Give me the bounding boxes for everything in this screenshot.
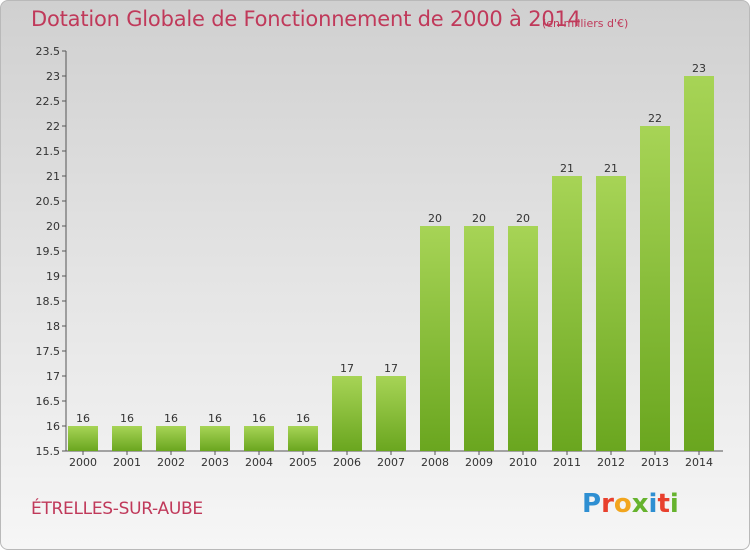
bar-value-label: 16: [76, 412, 90, 425]
bar-value-label: 23: [692, 62, 706, 75]
y-tick-label: 20: [46, 220, 60, 233]
y-tick-label: 21: [46, 170, 60, 183]
bar-value-label: 20: [428, 212, 442, 225]
y-tick-label: 17: [46, 370, 60, 383]
bar-value-label: 17: [340, 362, 354, 375]
y-tick-label: 18.5: [36, 295, 61, 308]
y-tick-label: 16.5: [36, 395, 61, 408]
x-tick-label: 2013: [641, 456, 669, 469]
x-tick-label: 2008: [421, 456, 449, 469]
x-tick-label: 2003: [201, 456, 229, 469]
y-tick-label: 17.5: [36, 345, 61, 358]
x-tick-label: 2004: [245, 456, 273, 469]
bar: [552, 176, 582, 451]
bar-value-label: 20: [516, 212, 530, 225]
y-tick-label: 20.5: [36, 195, 61, 208]
x-tick-label: 2009: [465, 456, 493, 469]
bar: [156, 426, 186, 451]
y-tick-label: 15.5: [36, 445, 61, 458]
bar-value-label: 21: [560, 162, 574, 175]
proxiti-logo[interactable]: Proxiti: [582, 489, 679, 519]
bar: [68, 426, 98, 451]
bar: [464, 226, 494, 451]
y-tick-label: 19: [46, 270, 60, 283]
bar: [684, 76, 714, 451]
y-tick-label: 21.5: [36, 145, 61, 158]
bar-value-label: 16: [296, 412, 310, 425]
y-tick-label: 22.5: [36, 95, 61, 108]
y-tick-label: 16: [46, 420, 60, 433]
bar-value-label: 16: [252, 412, 266, 425]
chart-labels: 16 2000 16 2001 16 2002 16 2003 16 2004 16 2005 17 20…: [69, 62, 713, 469]
bar: [200, 426, 230, 451]
bar-value-label: 16: [208, 412, 222, 425]
x-tick-label: 2014: [685, 456, 713, 469]
chart-bars: [68, 76, 714, 451]
x-tick-label: 2000: [69, 456, 97, 469]
y-tick-label: 19.5: [36, 245, 61, 258]
bar-value-label: 16: [164, 412, 178, 425]
y-tick-label: 23: [46, 70, 60, 83]
bar: [376, 376, 406, 451]
bar: [508, 226, 538, 451]
x-tick-label: 2010: [509, 456, 537, 469]
bar: [244, 426, 274, 451]
commune-name: ÉTRELLES-SUR-AUBE: [31, 499, 203, 519]
bar-value-label: 22: [648, 112, 662, 125]
bar: [640, 126, 670, 451]
chart-subtitle: (en milliers d'€): [542, 17, 629, 30]
bar: [420, 226, 450, 451]
bar: [288, 426, 318, 451]
bar-value-label: 20: [472, 212, 486, 225]
bar-value-label: 17: [384, 362, 398, 375]
bar: [112, 426, 142, 451]
bar: [596, 176, 626, 451]
x-tick-label: 2002: [157, 456, 185, 469]
x-tick-label: 2011: [553, 456, 581, 469]
y-tick-label: 22: [46, 120, 60, 133]
bar-value-label: 21: [604, 162, 618, 175]
bar: [332, 376, 362, 451]
chart-axes: 15.5 16 16.5 17 17.5 18 18.5 19 19.5 20 20.5 21 21.5…: [36, 45, 723, 458]
chart-title: Dotation Globale de Fonctionnement de 20…: [31, 7, 581, 31]
bar-value-label: 16: [120, 412, 134, 425]
x-tick-label: 2005: [289, 456, 317, 469]
y-tick-label: 18: [46, 320, 60, 333]
x-tick-label: 2001: [113, 456, 141, 469]
x-tick-label: 2012: [597, 456, 625, 469]
y-tick-label: 23.5: [36, 45, 61, 58]
x-tick-label: 2006: [333, 456, 361, 469]
x-tick-label: 2007: [377, 456, 405, 469]
